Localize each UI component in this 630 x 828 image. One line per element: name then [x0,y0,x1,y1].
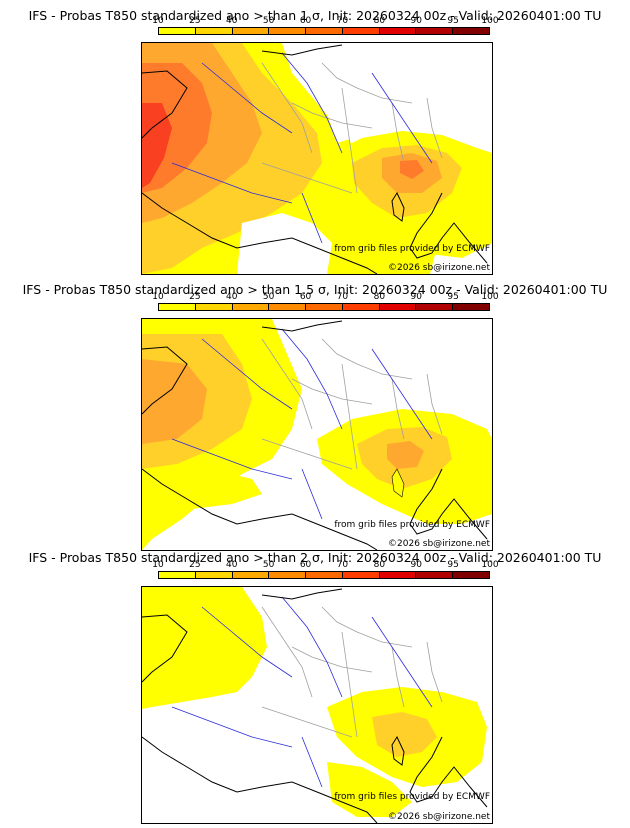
scale-color-segment [195,572,233,578]
scale-tick-label: 100 [481,560,499,570]
copyright-credit: ©2026 sb@irizone.net [388,539,490,549]
probability-map [141,586,493,824]
data-source-credit: from grib files provided by ECMWF [334,244,490,254]
color-scale: 10 25 40 50 60 70 80 90 95 100 [152,292,499,318]
scale-color-segment [269,304,307,310]
scale-color-segment [342,28,380,34]
scale-tick-label: 40 [226,292,238,302]
scale-color-segment [342,572,380,578]
panel-title: IFS - Probas T850 standardized ano > tha… [28,550,602,565]
copyright-credit: ©2026 sb@irizone.net [388,263,490,273]
scale-color-segment [416,28,454,34]
scale-color-segment [159,572,196,578]
scale-color-segment [269,572,307,578]
prob-area-sw-l1 [172,469,262,509]
scale-color-segment [306,572,343,578]
scale-tick-label: 95 [447,560,459,570]
scale-tick-label: 10 [152,560,164,570]
scale-color-segment [379,572,417,578]
scale-color-segment [232,572,270,578]
probability-map [141,42,493,275]
panel-title: IFS - Probas T850 standardized ano > tha… [28,8,602,23]
copyright-credit: ©2026 sb@irizone.net [388,812,490,822]
scale-tick-label: 50 [262,560,275,570]
scale-tick-label: 70 [336,560,349,570]
scale-tick-label: 25 [189,292,201,302]
scale-color-segment [195,304,233,310]
scale-color-segment [159,304,196,310]
scale-tick-label: 10 [152,292,164,302]
scale-tick-label: 40 [226,16,238,26]
scale-tick-label: 10 [152,16,164,26]
scale-color-segment [453,28,490,34]
coastline-island [391,468,405,498]
scale-tick-label: 60 [299,292,312,302]
scale-tick-label: 80 [373,16,386,26]
scale-tick-label: 90 [410,292,422,302]
scale-color-bar [158,27,490,35]
data-source-credit: from grib files provided by ECMWF [334,520,490,530]
scale-tick-label: 60 [299,560,312,570]
scale-color-segment [416,572,454,578]
coastline [142,588,488,823]
coastline [142,320,488,550]
scale-color-segment [379,304,417,310]
color-scale: 10 25 40 50 60 70 80 90 95 100 [152,16,499,42]
scale-color-bar [158,303,490,311]
scale-color-segment [232,28,270,34]
scale-color-bar [158,571,490,579]
scale-tick-label: 40 [226,560,238,570]
scale-tick-label: 25 [189,560,201,570]
scale-tick-label: 100 [481,292,499,302]
scale-tick-label: 25 [189,16,201,26]
panel-sigma-1-5: IFS - Probas T850 standardized ano > tha… [0,276,630,552]
scale-color-segment [195,28,233,34]
prob-area-north-white [320,43,492,143]
scale-tick-label: 95 [447,16,459,26]
panel-title: IFS - Probas T850 standardized ano > tha… [22,282,608,297]
scale-color-segment [159,28,196,34]
prob-area-alps-l4 [400,160,424,179]
rivers [171,328,433,520]
scale-tick-label: 70 [336,16,349,26]
prob-area-med-white [237,213,332,274]
scale-tick-label: 90 [410,560,422,570]
scale-color-segment [306,304,343,310]
probability-map [141,318,493,551]
scale-color-segment [342,304,380,310]
prob-area-med-l1 [327,762,412,817]
prob-area-west-l1 [142,587,267,709]
prob-area-alps-l2 [372,712,437,757]
coastline [142,44,488,274]
scale-tick-label: 60 [299,16,312,26]
scale-color-segment [416,304,454,310]
rivers [171,596,433,788]
scale-tick-label: 90 [410,16,422,26]
scale-tick-label: 70 [336,292,349,302]
scale-color-segment [306,28,343,34]
rivers [171,52,433,244]
prob-area-west-l5 [142,103,172,188]
panel-sigma-2: IFS - Probas T850 standardized ano > tha… [0,550,630,828]
scale-tick-label: 80 [373,560,386,570]
data-source-credit: from grib files provided by ECMWF [334,792,490,802]
panel-sigma-1: IFS - Probas T850 standardized ano > tha… [0,0,630,276]
scale-tick-label: 80 [373,292,386,302]
scale-tick-label: 95 [447,292,459,302]
scale-color-segment [379,28,417,34]
scale-color-segment [232,304,270,310]
scale-tick-label: 50 [262,16,275,26]
color-scale: 10 25 40 50 60 70 80 90 95 100 [152,560,499,586]
scale-tick-label: 50 [262,292,275,302]
scale-tick-label: 100 [481,16,499,26]
prob-area-west-l3 [142,359,207,444]
scale-color-segment [453,572,490,578]
scale-color-segment [269,28,307,34]
scale-color-segment [453,304,490,310]
prob-area-alps-l3 [387,441,424,469]
